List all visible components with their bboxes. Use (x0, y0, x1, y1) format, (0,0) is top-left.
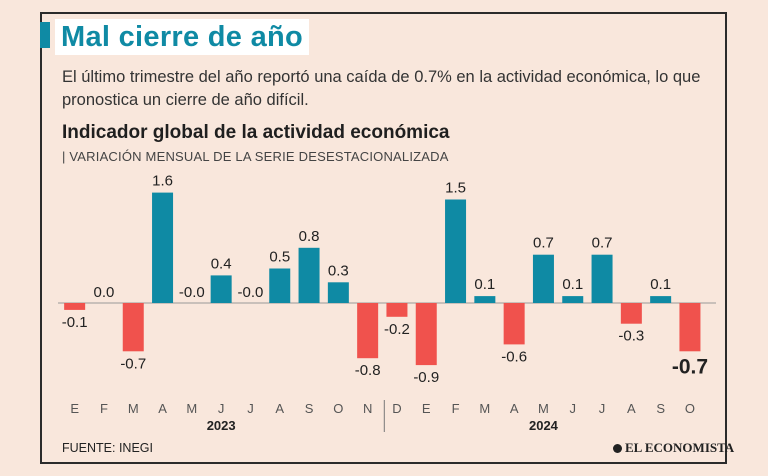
month-label-21: O (685, 401, 695, 416)
bar-21 (679, 303, 701, 352)
bar-12 (415, 303, 437, 366)
data-label-10: -0.8 (355, 362, 381, 379)
data-label-16: 0.7 (533, 235, 554, 252)
chart-title: Indicador global de la actividad económi… (62, 122, 450, 143)
month-label-17: J (570, 401, 577, 416)
bar-10 (357, 303, 379, 359)
month-label-8: S (305, 401, 314, 416)
publisher-logo: EL ECONOMISTA (613, 440, 734, 456)
bar-11 (386, 303, 408, 317)
page-title: Mal cierre de año (55, 19, 310, 55)
month-label-11: D (392, 401, 401, 416)
chart-frame (40, 12, 727, 464)
month-label-2: M (128, 401, 139, 416)
bar-16 (532, 254, 554, 303)
month-label-7: A (275, 401, 284, 416)
month-label-4: M (186, 401, 197, 416)
month-label-13: F (452, 401, 460, 416)
bar-13 (445, 199, 467, 303)
data-label-8: 0.8 (299, 228, 320, 245)
month-label-9: O (333, 401, 343, 416)
logo-mark-icon (613, 443, 622, 453)
data-label-6: -0.0 (238, 284, 264, 301)
data-label-17: 0.1 (562, 276, 583, 293)
data-label-12: -0.9 (413, 369, 439, 386)
data-label-0: -0.1 (62, 314, 88, 331)
bar-14 (474, 296, 496, 303)
logo-text: EL ECONOMISTA (625, 440, 735, 455)
data-label-15: -0.6 (501, 348, 527, 365)
month-label-18: J (599, 401, 606, 416)
data-label-7: 0.5 (269, 249, 290, 266)
month-label-0: E (70, 401, 79, 416)
data-label-18: 0.7 (592, 235, 613, 252)
bar-2 (122, 303, 144, 352)
month-label-16: M (538, 401, 549, 416)
month-label-12: E (422, 401, 431, 416)
month-label-5: J (218, 401, 225, 416)
data-label-1: 0.0 (94, 284, 115, 301)
data-label-3: 1.6 (152, 173, 173, 190)
month-label-6: J (247, 401, 254, 416)
bar-20 (650, 296, 672, 303)
bar-9 (327, 282, 349, 303)
year-label-1: 2024 (529, 418, 559, 433)
title-accent-bar (40, 22, 50, 48)
bar-7 (269, 268, 291, 303)
month-label-3: A (158, 401, 167, 416)
data-label-2: -0.7 (120, 355, 146, 372)
month-label-20: S (656, 401, 665, 416)
month-label-10: N (363, 401, 372, 416)
data-label-21: -0.7 (672, 355, 708, 378)
bar-19 (620, 303, 642, 324)
bar-17 (562, 296, 584, 303)
bar-8 (298, 247, 320, 303)
bar-18 (591, 254, 613, 303)
month-label-1: F (100, 401, 108, 416)
data-label-11: -0.2 (384, 321, 410, 338)
bar-5 (210, 275, 232, 303)
data-label-13: 1.5 (445, 180, 466, 197)
bar-0 (64, 303, 86, 310)
month-label-15: A (510, 401, 519, 416)
data-label-19: -0.3 (618, 328, 644, 345)
data-label-14: 0.1 (474, 276, 495, 293)
month-label-19: A (627, 401, 636, 416)
bar-3 (152, 192, 174, 303)
bar-15 (503, 303, 525, 345)
year-label-0: 2023 (207, 418, 236, 433)
data-label-9: 0.3 (328, 262, 349, 279)
chart-subtitle: | VARIACIÓN MENSUAL DE LA SERIE DESESTAC… (62, 149, 449, 164)
source-note: FUENTE: INEGI (62, 441, 153, 455)
data-label-5: 0.4 (211, 255, 232, 272)
data-label-20: 0.1 (650, 276, 671, 293)
page-subtitle: El último trimestre del año reportó una … (62, 68, 701, 109)
month-label-14: M (479, 401, 490, 416)
data-label-4: -0.0 (179, 284, 205, 301)
